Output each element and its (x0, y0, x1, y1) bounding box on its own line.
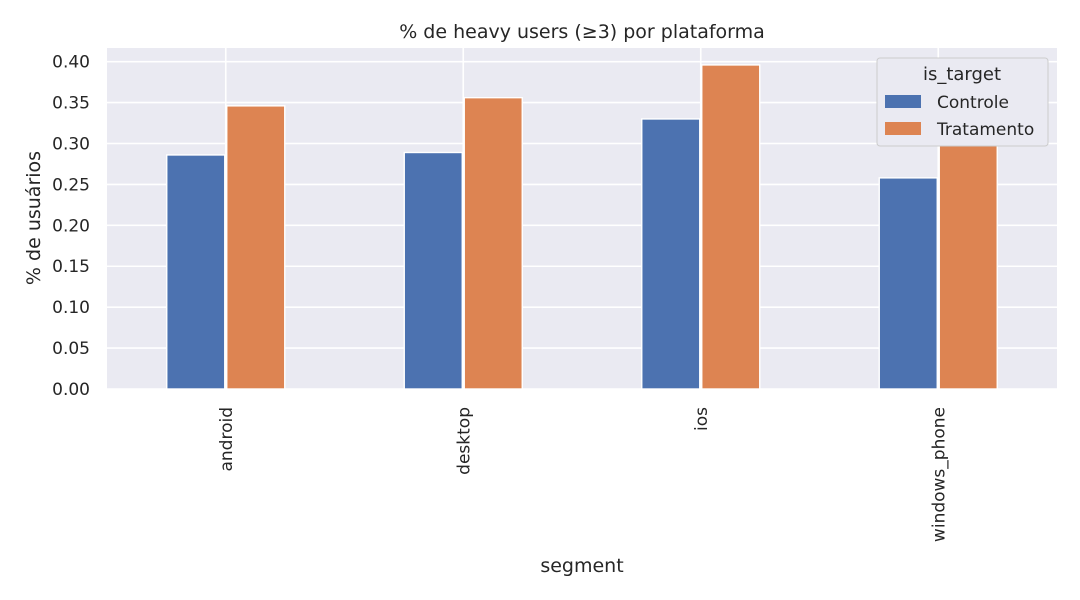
x-tick-labels: android desktop ios windows_phone (217, 407, 950, 542)
legend-swatch-tratamento (885, 122, 921, 135)
chart-title: % de heavy users (≥3) por plataforma (399, 21, 765, 43)
bar-controle-ios (641, 118, 701, 390)
bar-tratamento-windows-phone (938, 112, 998, 390)
bar-controle-windows-phone (878, 177, 938, 390)
y-tick-label: 0.25 (52, 175, 90, 195)
y-tick-label: 0.15 (52, 257, 90, 277)
y-tick-labels: 0.00 0.05 0.10 0.15 0.20 0.25 0.30 0.35 0.40 (52, 53, 90, 400)
y-tick-label: 0.30 (52, 134, 90, 154)
legend-title: is_target (923, 64, 1001, 85)
bar-tratamento-ios (701, 64, 761, 390)
x-tick-label: windows_phone (929, 407, 949, 542)
x-axis-label: segment (540, 555, 623, 577)
x-tick-label: android (217, 407, 237, 472)
y-tick-label: 0.05 (52, 339, 90, 359)
bar-tratamento-desktop (463, 96, 523, 390)
bars (166, 64, 998, 390)
y-tick-label: 0.00 (52, 380, 90, 400)
legend-label-tratamento: Tratamento (936, 120, 1034, 140)
y-tick-label: 0.35 (52, 94, 90, 114)
bar-controle-desktop (403, 151, 463, 390)
x-tick-label: ios (692, 407, 712, 431)
bar-controle-android (166, 154, 226, 390)
legend: is_target Controle Tratamento (876, 57, 1049, 147)
y-tick-label: 0.40 (52, 53, 90, 73)
x-tick-label: desktop (454, 407, 474, 475)
legend-swatch-controle (885, 95, 921, 108)
y-tick-label: 0.20 (52, 216, 90, 236)
y-tick-label: 0.10 (52, 298, 90, 318)
y-axis-label: % de usuários (23, 151, 45, 285)
legend-label-controle: Controle (937, 93, 1009, 113)
bar-tratamento-android (226, 105, 286, 390)
